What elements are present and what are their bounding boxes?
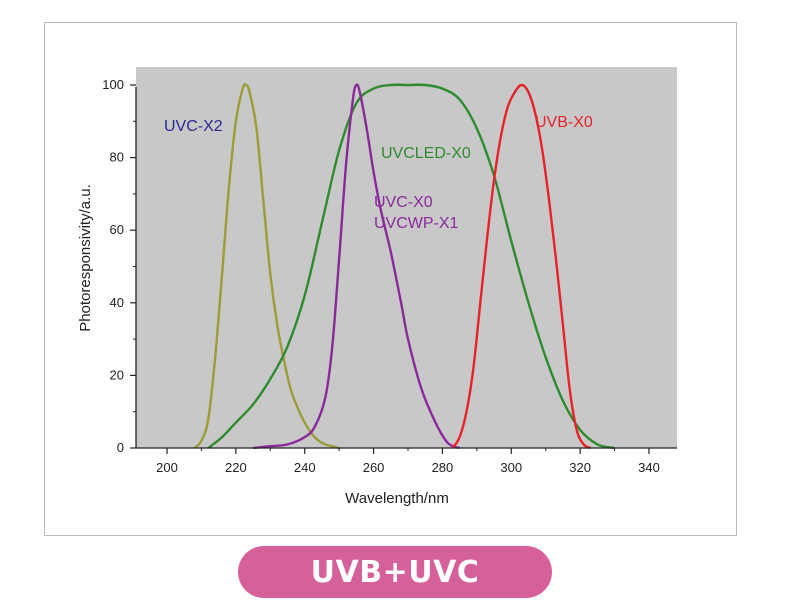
x-tick-label: 280 <box>432 460 454 475</box>
y-tick-label: 60 <box>110 222 124 237</box>
y-tick-label: 20 <box>110 367 124 382</box>
curve-label-uvc-x0: UVC-X0 <box>374 194 433 211</box>
plot-area <box>136 67 677 448</box>
y-tick-label: 40 <box>110 295 124 310</box>
y-axis-title: Photoresponsivity/a.u. <box>77 184 94 332</box>
curve-label-uvcwp-x1: UVCWP-X1 <box>374 215 459 232</box>
x-tick-label: 200 <box>156 460 178 475</box>
y-tick-label: 100 <box>102 77 124 92</box>
x-tick-label: 320 <box>569 460 591 475</box>
series-line-0 <box>193 83 340 450</box>
uvb-uvc-banner: UVB+UVC <box>238 546 552 598</box>
y-tick-label: 80 <box>110 150 124 165</box>
x-tick-label: 340 <box>638 460 660 475</box>
x-axis-title: Wavelength/nm <box>345 490 449 507</box>
series-line-2 <box>252 83 460 450</box>
banner-label: UVB+UVC <box>310 554 480 590</box>
x-tick-label: 260 <box>363 460 385 475</box>
curve-label-uvcled-x0: UVCLED-X0 <box>381 145 471 162</box>
curve-label-uvb-x0: UVB-X0 <box>535 114 593 131</box>
y-tick-label: 0 <box>117 440 124 455</box>
x-tick-label: 240 <box>294 460 316 475</box>
curve-label-uvc-x2: UVC-X2 <box>164 118 223 135</box>
x-tick-label: 220 <box>225 460 247 475</box>
series-line-1 <box>207 83 615 450</box>
x-tick-label: 300 <box>500 460 522 475</box>
series-line-3 <box>451 83 592 450</box>
